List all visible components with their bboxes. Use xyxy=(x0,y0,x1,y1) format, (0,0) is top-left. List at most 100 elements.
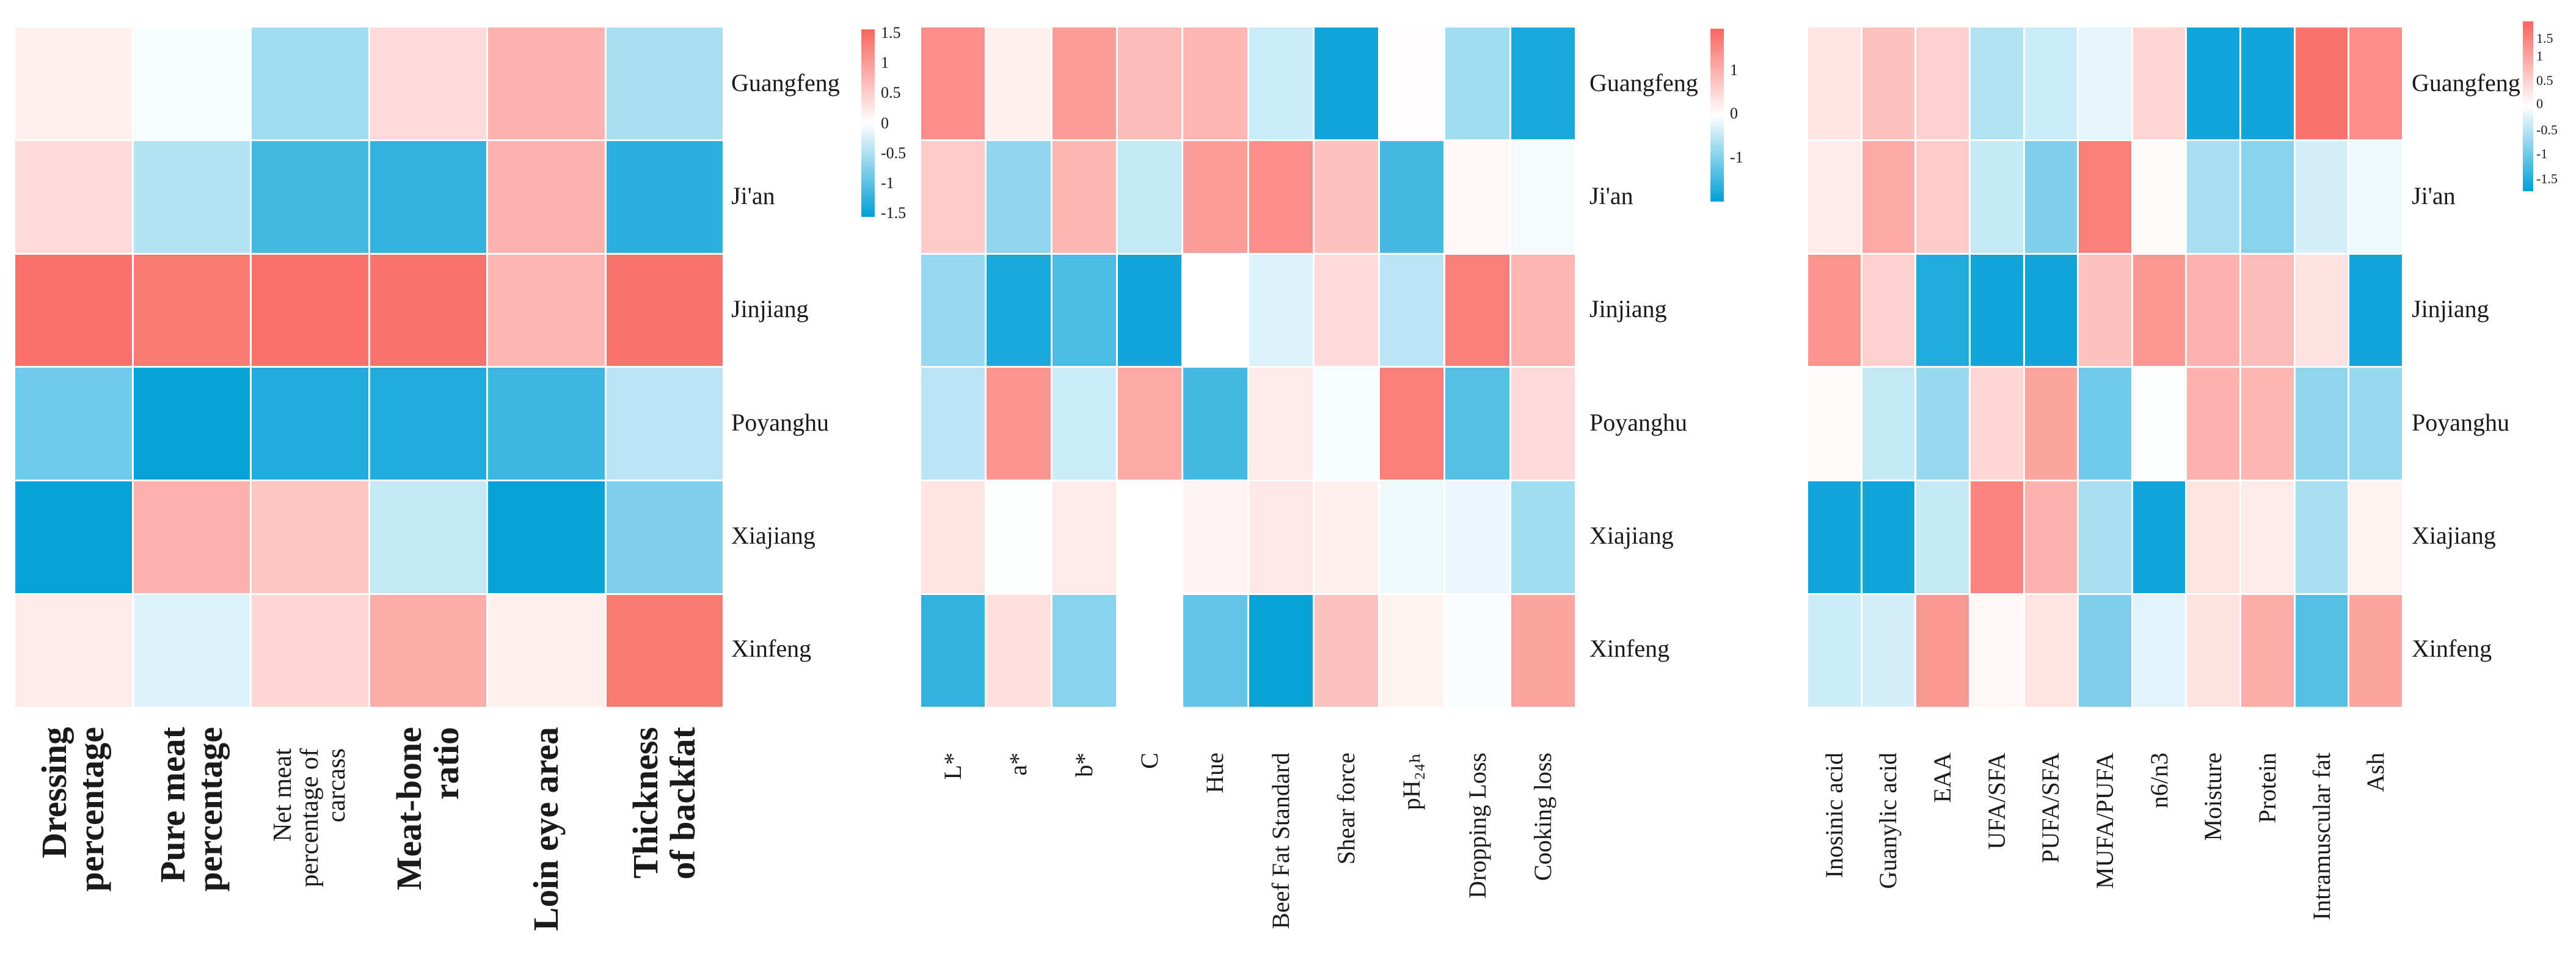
colorbar-tick-label: 1.5 xyxy=(881,24,901,42)
column-label: Shear force xyxy=(1332,753,1360,865)
column-label: Moisture xyxy=(2199,753,2227,841)
heatmap-cell xyxy=(15,481,132,594)
heatmap-cell xyxy=(1314,140,1379,253)
column-label: C xyxy=(1136,753,1164,769)
heatmap-cell xyxy=(987,595,1051,707)
heatmap-cell xyxy=(133,27,250,139)
colorbar-tick-label: 1 xyxy=(1730,60,1738,79)
heatmap-cell xyxy=(1862,595,1915,707)
heatmap-cell xyxy=(1916,595,1969,707)
heatmap-cell xyxy=(1970,27,2023,139)
heatmap-cell xyxy=(1249,140,1313,253)
colorbar-tick-label: 0 xyxy=(1730,104,1738,122)
heatmap-cell xyxy=(2241,368,2294,480)
heatmap-cell xyxy=(1808,254,1861,367)
heatmap-cell xyxy=(370,368,486,480)
heatmap-cell xyxy=(1380,254,1444,367)
row-label: Xiajiang xyxy=(1589,522,1674,549)
colorbar-tick-label: 0 xyxy=(881,114,889,132)
meat-quality-heatmap-grid xyxy=(921,27,1575,707)
row-label: Xinfeng xyxy=(1589,635,1670,663)
heatmap-cell xyxy=(1314,481,1379,594)
heatmap-cell xyxy=(133,254,250,367)
heatmap-cell xyxy=(987,481,1051,594)
heatmap-cell xyxy=(1117,27,1182,139)
heatmap-cell xyxy=(2295,140,2348,253)
heatmap-cell xyxy=(488,368,605,480)
heatmap-cell xyxy=(987,368,1051,480)
column-label: L* xyxy=(939,753,967,780)
column-label: pH₂₄ₕ xyxy=(1398,753,1426,811)
column-label: MUFA/PUFA xyxy=(2091,753,2118,889)
row-label: Poyanghu xyxy=(731,408,829,436)
column-label: Pure meat percentage xyxy=(152,727,230,892)
heatmap-cell xyxy=(15,595,132,707)
heatmap-cell xyxy=(1862,254,1915,367)
column-label: EAA xyxy=(1928,753,1957,803)
heatmap-cell xyxy=(606,481,723,594)
heatmap-cell xyxy=(1970,140,2023,253)
row-label: Poyanghu xyxy=(1589,408,1687,436)
heatmap-cell xyxy=(252,481,368,594)
heatmap-cell xyxy=(2349,368,2402,480)
heatmap-cell xyxy=(1445,254,1509,367)
heatmap-cell xyxy=(606,140,723,253)
heatmap-cell xyxy=(1916,254,1969,367)
heatmap-cell xyxy=(2187,481,2240,594)
heatmap-cell xyxy=(2295,27,2348,139)
heatmap-cell xyxy=(2133,368,2186,480)
heatmap-cell xyxy=(1314,27,1379,139)
column-label: Thickness of backfat xyxy=(625,727,702,880)
heatmap-cell xyxy=(2024,595,2078,707)
colorbar-tick-label: -1 xyxy=(1730,148,1743,166)
heatmap-cell xyxy=(1445,368,1509,480)
heatmap-cell xyxy=(2079,481,2131,594)
heatmap-cell xyxy=(2349,27,2402,139)
heatmap-cell xyxy=(15,140,132,253)
heatmap-cell xyxy=(133,481,250,594)
column-label: Guanylic acid xyxy=(1874,753,1902,889)
heatmap-cell xyxy=(2187,27,2240,139)
heatmap-cell xyxy=(1052,481,1116,594)
heatmap-cell xyxy=(1380,27,1444,139)
heatmap-cell xyxy=(1183,254,1247,367)
colorbar-tick-label: 0 xyxy=(2536,96,2543,112)
heatmap-cell xyxy=(2079,140,2131,253)
heatmap-cell xyxy=(370,254,486,367)
column-label: Loin eye area xyxy=(525,727,566,931)
heatmap-cell xyxy=(921,368,985,480)
heatmap-cell xyxy=(1380,140,1444,253)
column-label: Beef Fat Standard xyxy=(1266,753,1294,929)
heatmap-cell xyxy=(2079,254,2131,367)
row-label: Ji'an xyxy=(2412,182,2456,210)
heatmap-cell xyxy=(1862,140,1915,253)
heatmap-cell xyxy=(133,140,250,253)
heatmap-cell xyxy=(2133,481,2186,594)
row-label: Xiajiang xyxy=(731,522,815,549)
heatmap-cell xyxy=(1380,595,1444,707)
heatmap-cell xyxy=(2349,595,2402,707)
colorbar-tick-label: 1 xyxy=(2536,48,2543,64)
heatmap-cell xyxy=(1380,481,1444,594)
colorbar-tick-label: -1.5 xyxy=(2536,170,2558,186)
heatmap-cell xyxy=(252,368,368,480)
meat-quality-heatmap-colorbar xyxy=(1710,29,1724,202)
heatmap-cell xyxy=(2187,254,2240,367)
heatmap-cell xyxy=(2079,368,2131,480)
row-label: Jinjiang xyxy=(1589,295,1667,323)
heatmap-cell xyxy=(1970,368,2023,480)
heatmap-cell xyxy=(1249,481,1313,594)
heatmap-cell xyxy=(606,595,723,707)
heatmap-cell xyxy=(370,140,486,253)
heatmap-cell xyxy=(1183,140,1247,253)
heatmap-cell xyxy=(987,140,1051,253)
heatmap-cell xyxy=(1052,140,1116,253)
heatmap-cell xyxy=(2024,27,2078,139)
heatmap-cell xyxy=(1808,368,1861,480)
heatmap-cell xyxy=(1808,595,1861,707)
heatmap-cell xyxy=(2349,140,2402,253)
heatmap-cell xyxy=(1117,595,1182,707)
column-label: Ash xyxy=(2362,753,2390,792)
heatmap-cell xyxy=(1249,254,1313,367)
